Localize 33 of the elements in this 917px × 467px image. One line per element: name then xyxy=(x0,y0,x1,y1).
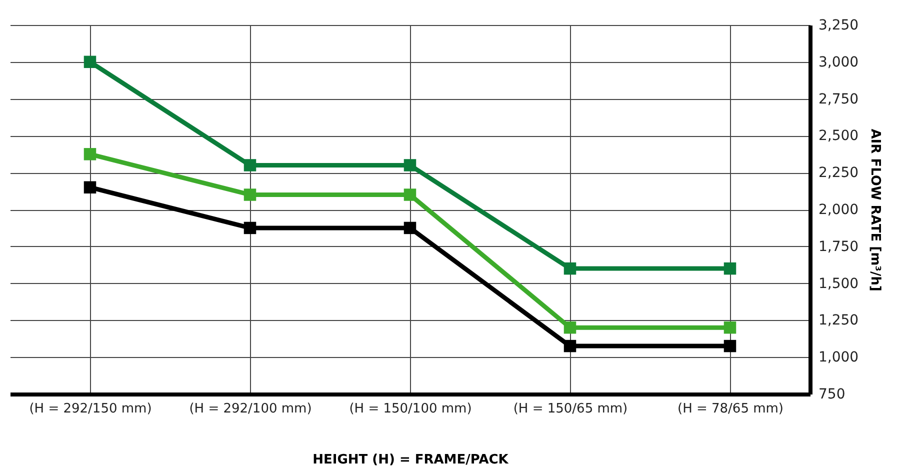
y-tick-label: 1,750 xyxy=(818,238,859,255)
x-tick-label: (H = 150/100 mm) xyxy=(349,402,472,416)
y-axis-title: AIR FLOW RATE [m³/h] xyxy=(868,128,883,292)
x-tick-label: (H = 292/100 mm) xyxy=(189,402,312,416)
point xyxy=(564,262,576,275)
y-tick-label: 3,250 xyxy=(818,18,859,34)
point xyxy=(84,56,96,68)
point xyxy=(564,340,576,352)
y-tick-label: 2,000 xyxy=(818,202,859,218)
y-tick-label: 3,000 xyxy=(818,54,859,70)
y-tick-label: 1,000 xyxy=(818,350,859,366)
point xyxy=(84,148,96,160)
point xyxy=(724,340,736,352)
point xyxy=(244,188,256,201)
x-axis-title: HEIGHT (H) = FRAME/PACK xyxy=(312,452,510,467)
point xyxy=(404,159,416,172)
point xyxy=(404,188,416,201)
point xyxy=(244,222,256,234)
x-tick-label: (H = 292/150 mm) xyxy=(29,402,152,416)
y-tick-label: 750 xyxy=(818,386,846,402)
y-tick-label: 1,250 xyxy=(818,312,859,329)
y-tick-label: 1,500 xyxy=(818,276,859,292)
point xyxy=(84,181,96,194)
x-tick-label: (H = 150/65 mm) xyxy=(513,402,628,416)
point xyxy=(724,262,736,275)
point xyxy=(724,321,736,334)
point xyxy=(244,159,256,172)
y-tick-label: 2,250 xyxy=(818,165,859,182)
point xyxy=(564,321,576,334)
y-tick-label: 2,750 xyxy=(818,91,859,108)
y-tick-label: 2,500 xyxy=(818,128,859,144)
x-tick-label: (H = 78/65 mm) xyxy=(678,402,784,416)
point xyxy=(404,222,416,234)
